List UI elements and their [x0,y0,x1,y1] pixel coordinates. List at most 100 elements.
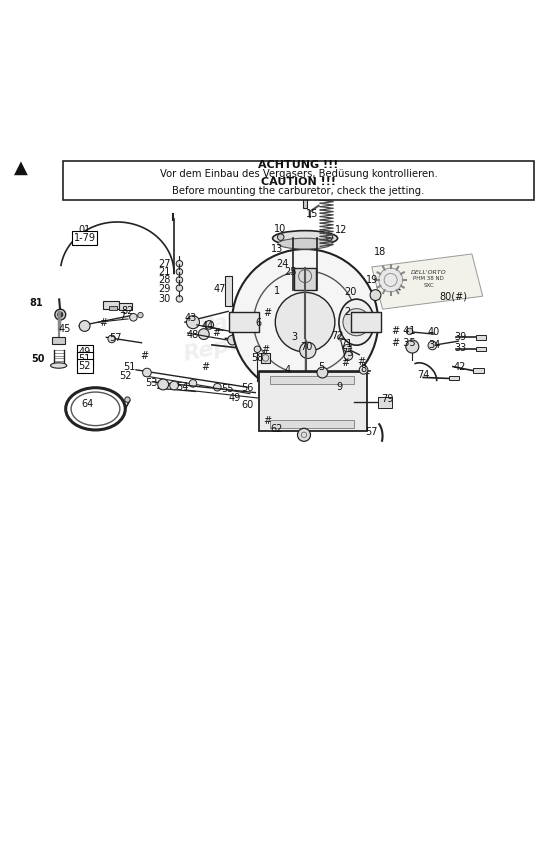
Circle shape [343,308,370,336]
Text: 20: 20 [344,287,356,297]
Circle shape [79,320,90,331]
Text: #: # [201,362,210,372]
Circle shape [108,335,116,343]
Circle shape [428,341,437,350]
Circle shape [169,381,178,390]
Text: 6: 6 [255,319,262,328]
Circle shape [232,249,378,395]
Text: 19: 19 [365,275,378,285]
Text: 1: 1 [274,287,280,296]
Bar [273,155,277,170]
Ellipse shape [278,238,332,249]
Text: 62: 62 [271,424,283,434]
Bar [378,397,392,408]
Text: 2: 2 [344,307,350,318]
Text: 50: 50 [31,354,45,364]
Text: 52: 52 [119,371,131,381]
Text: 70: 70 [300,342,313,352]
Circle shape [176,285,182,291]
Text: 39: 39 [454,331,466,342]
Text: 12: 12 [334,225,347,235]
Text: #: # [140,350,148,361]
Text: #: # [212,328,220,338]
Text: 8: 8 [361,363,367,374]
Text: #: # [263,308,272,318]
Text: 7: 7 [119,312,125,322]
Circle shape [143,369,151,377]
Circle shape [338,335,343,340]
Text: 57: 57 [109,333,122,343]
Text: 21: 21 [159,267,171,276]
Text: 54: 54 [176,382,188,392]
Bar [225,276,232,306]
Circle shape [317,367,328,378]
Text: 71: 71 [340,339,352,350]
Text: 29: 29 [159,283,171,294]
Text: 18: 18 [374,247,386,257]
Text: 27: 27 [159,258,171,269]
Text: 49: 49 [79,347,91,357]
Text: 4: 4 [285,365,291,375]
Text: 5: 5 [318,362,325,372]
Circle shape [58,312,63,318]
Circle shape [55,309,66,320]
Text: 34: 34 [428,340,440,350]
Circle shape [326,234,333,240]
Bar [63,161,534,201]
Bar [332,161,342,170]
Text: ▲: ▲ [14,158,28,177]
Text: 1-79: 1-79 [74,233,96,243]
Circle shape [344,344,351,352]
Bar [270,419,354,428]
Bar [473,369,484,373]
Text: 64: 64 [81,399,93,409]
Text: 82: 82 [122,307,134,316]
Text: SXC: SXC [423,283,434,288]
Text: 56: 56 [241,383,254,393]
Text: 10: 10 [274,224,286,234]
Ellipse shape [276,393,306,409]
Text: 58: 58 [251,354,263,363]
Text: DELL'ORTO: DELL'ORTO [411,269,446,275]
Ellipse shape [50,362,67,369]
Text: Before mounting the carburetor, check the jetting.: Before mounting the carburetor, check th… [172,186,425,195]
Circle shape [158,379,168,390]
Text: 74: 74 [417,369,430,380]
Text: ACHTUNG !!!: ACHTUNG !!! [258,160,339,170]
Ellipse shape [273,231,338,245]
Circle shape [406,340,419,353]
Text: 43: 43 [184,313,197,324]
Text: 13: 13 [271,244,283,254]
Text: PHM 38 ND: PHM 38 ND [413,276,444,282]
Circle shape [359,366,368,375]
Circle shape [271,151,279,158]
Circle shape [277,234,284,240]
Ellipse shape [314,385,339,399]
Text: 47: 47 [214,283,226,294]
Text: 30: 30 [159,294,171,304]
Circle shape [176,269,182,275]
Text: 25: 25 [284,267,296,276]
Text: 75: 75 [341,348,353,358]
Text: 40: 40 [428,327,440,337]
Bar [476,346,486,351]
Text: 15: 15 [306,209,318,219]
Bar [270,376,354,385]
Bar [351,313,381,332]
Text: 72: 72 [331,331,344,341]
Circle shape [176,276,182,283]
Text: 80(#): 80(#) [439,291,467,301]
Circle shape [125,397,130,402]
Text: 57: 57 [365,427,378,437]
Text: 9: 9 [336,382,342,392]
Text: 49: 49 [229,393,241,403]
Text: #: # [357,356,365,367]
Text: 52: 52 [78,361,91,371]
Text: 42: 42 [454,362,466,372]
Circle shape [254,346,261,352]
Circle shape [228,335,237,345]
Circle shape [344,351,353,360]
Text: Vor dem Einbau des Vergasers, Bedüsung kontrollieren.: Vor dem Einbau des Vergasers, Bedüsung k… [160,169,438,179]
Text: 33: 33 [454,344,466,353]
Circle shape [298,428,311,442]
